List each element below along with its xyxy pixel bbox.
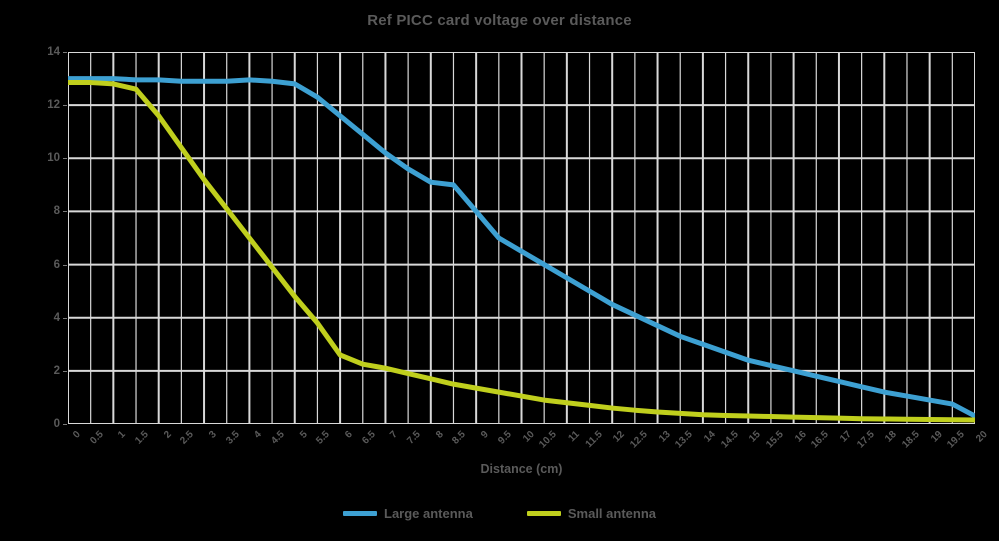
plot-area bbox=[68, 52, 975, 424]
y-tick-mark bbox=[63, 158, 67, 160]
legend-item-label: Large antenna bbox=[384, 506, 473, 521]
legend-item[interactable]: Small antenna bbox=[526, 506, 656, 521]
series-line-1 bbox=[68, 80, 975, 423]
y-tick-label: 12 bbox=[47, 99, 60, 112]
series-line-0 bbox=[68, 76, 975, 419]
plot-svg bbox=[68, 52, 975, 424]
y-tick-mark bbox=[63, 424, 67, 425]
y-tick-label: 0 bbox=[53, 418, 60, 430]
chart-legend: Large antenna Small antenna bbox=[0, 506, 999, 521]
y-tick-label: 6 bbox=[53, 258, 60, 271]
y-tick-label: 2 bbox=[53, 364, 60, 377]
data-series bbox=[68, 76, 975, 423]
gridlines bbox=[68, 52, 975, 424]
chart-title: Ref PICC card voltage over distance bbox=[367, 12, 632, 29]
y-tick-label: 14 bbox=[47, 46, 60, 58]
legend-swatch-icon bbox=[343, 511, 377, 516]
y-tick-label: 10 bbox=[47, 152, 60, 165]
y-tick-label: 4 bbox=[53, 311, 60, 324]
y-tick-mark bbox=[63, 105, 67, 107]
y-tick-label: 8 bbox=[53, 205, 60, 218]
y-tick-mark bbox=[63, 264, 67, 266]
legend-swatch-icon bbox=[526, 511, 561, 516]
y-tick-mark bbox=[63, 370, 67, 372]
y-tick-mark bbox=[63, 52, 67, 53]
x-axis-title: Distance (cm) bbox=[480, 462, 563, 476]
y-axis-title: Volts (ISO14443 Ref PICC) bbox=[14, 0, 34, 72]
y-tick-mark bbox=[63, 317, 67, 319]
legend-item-label: Small antenna bbox=[567, 506, 656, 521]
y-tick-mark bbox=[63, 211, 67, 213]
legend-item[interactable]: Large antenna bbox=[343, 506, 473, 521]
